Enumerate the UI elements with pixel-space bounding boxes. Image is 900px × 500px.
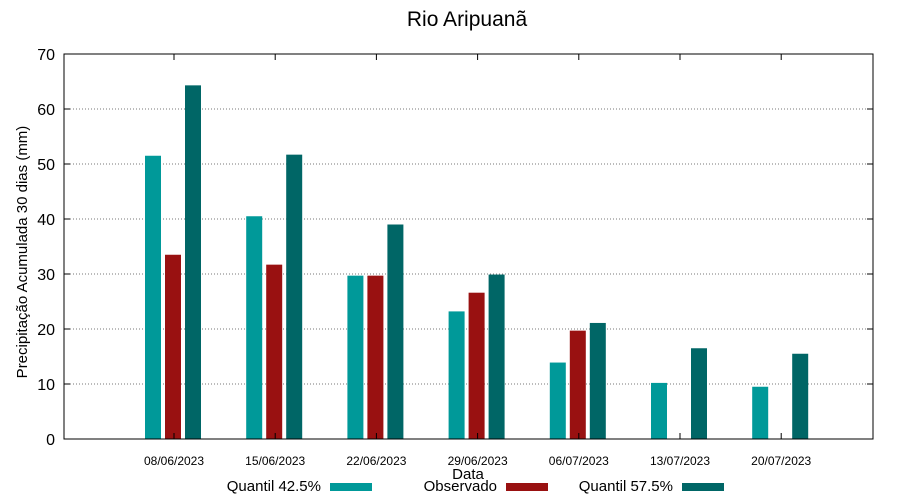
chart-title: Rio Aripuanã (407, 8, 528, 31)
bar (691, 348, 707, 439)
y-axis-label: Precipitação Acumulada 30 dias (mm) (14, 126, 31, 379)
legend-label: Quantil 57.5% (579, 478, 673, 495)
bar (286, 154, 303, 439)
legend-label: Observado (424, 478, 497, 495)
y-tick-label: 70 (37, 47, 55, 64)
bar (266, 264, 283, 439)
bar (549, 362, 566, 439)
x-tick-label: 15/06/2023 (245, 454, 305, 468)
plot-frame (63, 53, 874, 440)
y-tick-label: 40 (37, 212, 55, 229)
bar (569, 330, 586, 439)
legend-label: Quantil 42.5% (227, 478, 321, 495)
bar (145, 155, 161, 439)
bar (589, 322, 606, 439)
y-tick-label: 20 (37, 322, 55, 339)
bars (145, 85, 809, 439)
legend-swatch (506, 483, 548, 491)
legend-swatch (682, 483, 724, 491)
y-tick-label: 10 (37, 377, 55, 394)
y-tick-label: 0 (46, 432, 55, 449)
bar (488, 274, 505, 439)
x-tick-label: 13/07/2023 (650, 454, 710, 468)
x-tick-label: 06/07/2023 (549, 454, 609, 468)
x-tick-label: 08/06/2023 (144, 454, 204, 468)
bar (651, 382, 667, 439)
y-tick-label: 50 (37, 157, 55, 174)
bar (347, 275, 364, 439)
bar (792, 353, 809, 439)
bar (387, 224, 404, 439)
bar (367, 275, 384, 439)
bar (448, 311, 465, 439)
x-axis-label: Data (452, 466, 484, 483)
legend: Quantil 42.5% Observado Quantil 57.5% (227, 478, 724, 495)
bar (468, 292, 485, 439)
y-tick-label: 30 (37, 267, 55, 284)
bar (165, 254, 181, 439)
axis-ticks: 0 10 20 30 40 50 60 70 08/06/2023 15/06/2023 22/06… (37, 47, 873, 468)
x-tick-label: 22/06/2023 (346, 454, 406, 468)
bar (752, 386, 769, 439)
bar (185, 85, 201, 439)
legend-swatch (330, 483, 372, 491)
y-tick-label: 60 (37, 102, 55, 119)
x-tick-label: 20/07/2023 (751, 454, 811, 468)
x-tick-label: 29/06/2023 (448, 454, 508, 468)
bar (246, 216, 263, 439)
